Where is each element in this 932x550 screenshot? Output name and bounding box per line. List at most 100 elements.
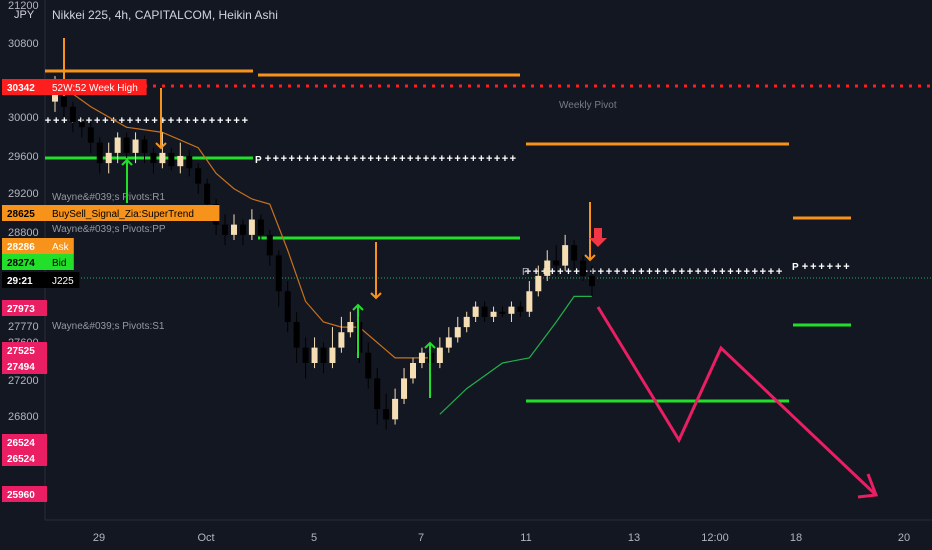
price-tag-note: J225 [52,276,74,287]
candle-body[interactable] [195,168,202,184]
candle-body[interactable] [87,127,94,143]
pivot-plus-marker: + [630,266,636,278]
candle-body[interactable] [410,363,416,379]
candle-body[interactable] [293,322,300,348]
candle-body[interactable] [499,311,506,314]
candle-body[interactable] [544,260,551,276]
candle-body[interactable] [248,219,255,235]
candle-body[interactable] [338,332,345,348]
candle-body[interactable] [436,347,443,363]
pivot-plus-marker: + [233,115,239,127]
candle-body[interactable] [132,139,139,153]
candle-body[interactable] [69,106,76,123]
candle-body[interactable] [266,234,273,256]
price-tags[interactable]: 30342 52W:52 Week High 28625 BuySell_Signal… [2,79,220,502]
candle-body[interactable] [239,224,246,235]
candle-body[interactable] [78,122,85,128]
currency-label: JPY [14,9,35,21]
candle-body[interactable] [114,137,121,153]
pivot-plus-marker: + [78,115,84,127]
candle-body[interactable] [418,352,425,363]
candle-body[interactable] [356,322,363,353]
candle-body[interactable] [186,155,193,169]
candle-body[interactable] [481,306,488,317]
candle-body[interactable] [320,347,327,363]
pivot-plus-marker: + [598,266,604,278]
pivot-label-2: P [522,267,529,278]
date-tick-label: 11 [520,532,531,544]
candle-body[interactable] [401,378,408,399]
candle-body[interactable] [150,152,157,164]
pivot-plus-marker: + [184,115,190,127]
candle-body[interactable] [365,352,372,379]
candle-body[interactable] [535,275,542,292]
candle-body[interactable] [562,245,569,266]
pivot-plus-marker: + [557,266,563,278]
candle-body[interactable] [490,311,497,317]
candle-body[interactable] [571,245,578,261]
price-tag-box [2,272,47,288]
candle-body[interactable] [517,306,524,312]
candle-body[interactable] [580,260,587,276]
pivot-plus-marker: + [431,153,437,165]
candle-body[interactable] [96,142,103,164]
candle-body[interactable] [257,219,264,235]
candle-body[interactable] [159,152,166,164]
candle-body[interactable] [347,322,354,333]
pivot-plus-marker: + [454,153,460,165]
candle-body[interactable] [526,291,533,312]
candle-body[interactable] [231,224,237,235]
date-tick-label: 5 [311,532,317,544]
candle-body[interactable] [374,378,381,410]
candle-body[interactable] [302,347,309,363]
price-tick-label: 27770 [8,321,39,333]
price-tick-label: 27200 [8,375,39,387]
candle-body[interactable] [311,347,318,363]
candle-body[interactable] [168,152,175,167]
candle-body[interactable] [105,152,112,164]
candle-body[interactable] [553,260,560,266]
pivot-plus-marker: + [494,153,500,165]
pivot-pp-label: Wayne&#039;s Pivots:PP [52,224,166,235]
candle-body[interactable] [123,137,130,153]
pivot-plus-marker: + [541,266,547,278]
candle-body[interactable] [383,409,390,420]
time-axis[interactable]: 29 Oct 5 7 11 13 12:00 18 20 [93,532,910,544]
supertrend-up-line [439,295,592,415]
pivot-plus-marker: + [727,266,733,278]
pivot-plus-marker: + [176,115,182,127]
sell-arrow-head-2 [155,142,167,150]
buy-arrow-head-1 [121,158,133,166]
candle-body[interactable] [392,398,399,420]
candle-body[interactable] [329,347,336,363]
pivot-plus-marker: + [679,266,685,278]
price-tag-note-box [47,238,74,254]
candle-body[interactable] [222,224,229,235]
candle-body[interactable] [284,291,291,322]
candle-body[interactable] [52,91,58,102]
candle-body[interactable] [589,275,595,287]
price-axis[interactable]: 2120030800300002960029200288002777027600… [8,0,39,423]
candle-body[interactable] [445,337,452,348]
candle-body[interactable] [454,327,461,338]
projection-path [596,306,878,497]
price-tick-label: 30000 [8,112,39,124]
pivot-plus-marker: + [835,261,841,273]
pivot-plus-marker: + [94,115,100,127]
candle-body[interactable] [177,155,184,167]
price-tag-value: 28625 [7,209,35,220]
pivot-plus-marker: + [217,115,223,127]
candle-body[interactable] [275,255,282,292]
pivot-plus-marker: + [265,153,271,165]
candle-body[interactable] [141,139,148,153]
pivot-plus-marker: + [622,266,628,278]
pivot-label-3: P [792,262,799,273]
candle-body[interactable] [204,183,211,205]
candle-body[interactable] [463,316,470,328]
candle-body[interactable] [60,96,67,107]
pivot-plus-marker: + [288,153,294,165]
candle-body[interactable] [508,306,515,314]
candle-body[interactable] [472,306,479,317]
